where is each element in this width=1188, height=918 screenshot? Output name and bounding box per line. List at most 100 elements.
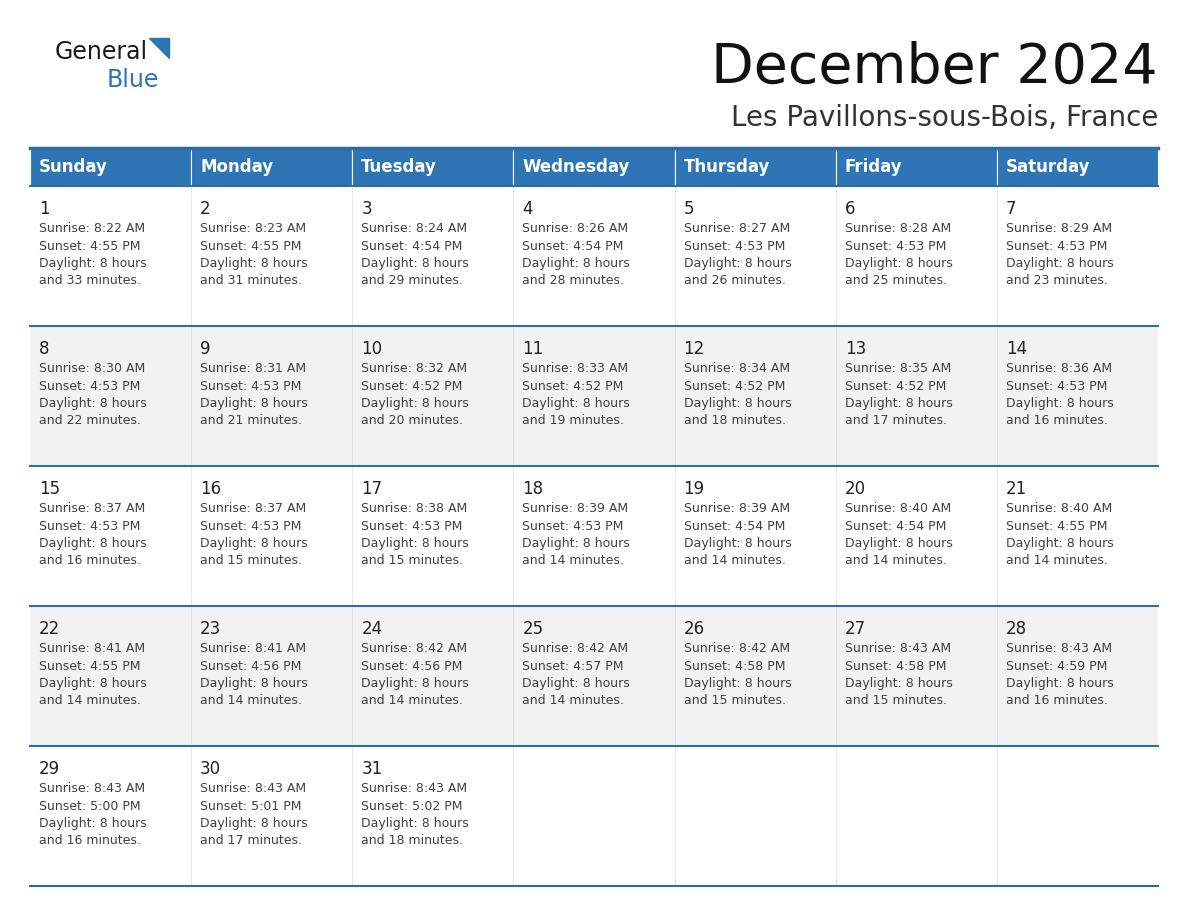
- Text: Blue: Blue: [107, 68, 159, 92]
- Text: 18: 18: [523, 480, 544, 498]
- Text: and 14 minutes.: and 14 minutes.: [1006, 554, 1107, 567]
- Text: 11: 11: [523, 340, 544, 358]
- Text: Sunset: 4:55 PM: Sunset: 4:55 PM: [39, 659, 140, 673]
- Text: 29: 29: [39, 760, 61, 778]
- Text: Sunrise: 8:39 AM: Sunrise: 8:39 AM: [523, 502, 628, 515]
- Text: Sunset: 4:56 PM: Sunset: 4:56 PM: [361, 659, 462, 673]
- Text: Sunrise: 8:38 AM: Sunrise: 8:38 AM: [361, 502, 468, 515]
- Text: Sunset: 4:54 PM: Sunset: 4:54 PM: [523, 240, 624, 252]
- Text: and 14 minutes.: and 14 minutes.: [523, 554, 625, 567]
- Bar: [191, 326, 353, 466]
- Bar: [835, 326, 997, 466]
- Text: 9: 9: [200, 340, 210, 358]
- Text: Sunset: 4:52 PM: Sunset: 4:52 PM: [845, 379, 946, 393]
- Bar: [30, 746, 191, 886]
- Text: and 20 minutes.: and 20 minutes.: [361, 415, 463, 428]
- Text: Daylight: 8 hours: Daylight: 8 hours: [200, 397, 308, 410]
- Text: Sunset: 4:53 PM: Sunset: 4:53 PM: [683, 240, 785, 252]
- Text: 16: 16: [200, 480, 221, 498]
- Bar: [353, 186, 513, 326]
- Text: and 23 minutes.: and 23 minutes.: [1006, 274, 1107, 287]
- Text: 27: 27: [845, 620, 866, 638]
- Text: Sunrise: 8:40 AM: Sunrise: 8:40 AM: [1006, 502, 1112, 515]
- Text: Sunset: 4:52 PM: Sunset: 4:52 PM: [523, 379, 624, 393]
- Bar: [835, 466, 997, 606]
- Bar: [675, 466, 835, 606]
- Text: Thursday: Thursday: [683, 158, 770, 176]
- Bar: [835, 148, 997, 186]
- Bar: [30, 186, 191, 326]
- Text: Daylight: 8 hours: Daylight: 8 hours: [845, 677, 953, 690]
- Text: and 26 minutes.: and 26 minutes.: [683, 274, 785, 287]
- Text: Sunset: 4:53 PM: Sunset: 4:53 PM: [200, 379, 302, 393]
- Text: 26: 26: [683, 620, 704, 638]
- Text: Sunrise: 8:43 AM: Sunrise: 8:43 AM: [200, 782, 307, 795]
- Text: Sunset: 4:58 PM: Sunset: 4:58 PM: [845, 659, 946, 673]
- Text: Sunset: 4:58 PM: Sunset: 4:58 PM: [683, 659, 785, 673]
- Bar: [997, 606, 1158, 746]
- Text: and 19 minutes.: and 19 minutes.: [523, 415, 625, 428]
- Text: Sunrise: 8:30 AM: Sunrise: 8:30 AM: [39, 362, 145, 375]
- Bar: [30, 326, 191, 466]
- Text: Sunrise: 8:42 AM: Sunrise: 8:42 AM: [683, 642, 790, 655]
- Text: Daylight: 8 hours: Daylight: 8 hours: [523, 257, 630, 270]
- Text: and 18 minutes.: and 18 minutes.: [683, 415, 785, 428]
- Text: Sunrise: 8:31 AM: Sunrise: 8:31 AM: [200, 362, 307, 375]
- Text: Sunset: 4:53 PM: Sunset: 4:53 PM: [523, 520, 624, 532]
- Text: and 16 minutes.: and 16 minutes.: [1006, 695, 1107, 708]
- Bar: [353, 326, 513, 466]
- Bar: [997, 466, 1158, 606]
- Bar: [30, 606, 191, 746]
- Bar: [675, 186, 835, 326]
- Text: Sunrise: 8:37 AM: Sunrise: 8:37 AM: [200, 502, 307, 515]
- Text: Sunrise: 8:43 AM: Sunrise: 8:43 AM: [39, 782, 145, 795]
- Text: 1: 1: [39, 200, 50, 218]
- Bar: [513, 606, 675, 746]
- Text: Daylight: 8 hours: Daylight: 8 hours: [361, 397, 469, 410]
- Text: Friday: Friday: [845, 158, 903, 176]
- Text: Sunrise: 8:37 AM: Sunrise: 8:37 AM: [39, 502, 145, 515]
- Bar: [835, 746, 997, 886]
- Text: Sunrise: 8:34 AM: Sunrise: 8:34 AM: [683, 362, 790, 375]
- Text: Sunrise: 8:36 AM: Sunrise: 8:36 AM: [1006, 362, 1112, 375]
- Text: 8: 8: [39, 340, 50, 358]
- Text: 14: 14: [1006, 340, 1026, 358]
- Text: and 14 minutes.: and 14 minutes.: [523, 695, 625, 708]
- Text: Daylight: 8 hours: Daylight: 8 hours: [523, 397, 630, 410]
- Text: 10: 10: [361, 340, 383, 358]
- Bar: [513, 746, 675, 886]
- Bar: [191, 466, 353, 606]
- Text: 25: 25: [523, 620, 544, 638]
- Text: Sunset: 4:53 PM: Sunset: 4:53 PM: [1006, 240, 1107, 252]
- Text: 12: 12: [683, 340, 704, 358]
- Text: 24: 24: [361, 620, 383, 638]
- Text: 2: 2: [200, 200, 210, 218]
- Text: and 15 minutes.: and 15 minutes.: [361, 554, 463, 567]
- Bar: [675, 148, 835, 186]
- Text: Sunrise: 8:41 AM: Sunrise: 8:41 AM: [39, 642, 145, 655]
- Text: 13: 13: [845, 340, 866, 358]
- Text: and 14 minutes.: and 14 minutes.: [39, 695, 141, 708]
- Text: December 2024: December 2024: [712, 41, 1158, 95]
- Bar: [353, 466, 513, 606]
- Bar: [835, 606, 997, 746]
- Bar: [353, 606, 513, 746]
- Text: and 15 minutes.: and 15 minutes.: [200, 554, 302, 567]
- Text: 4: 4: [523, 200, 533, 218]
- Text: 23: 23: [200, 620, 221, 638]
- Text: and 18 minutes.: and 18 minutes.: [361, 834, 463, 847]
- Text: Daylight: 8 hours: Daylight: 8 hours: [200, 817, 308, 830]
- Text: Tuesday: Tuesday: [361, 158, 437, 176]
- Text: Sunrise: 8:29 AM: Sunrise: 8:29 AM: [1006, 222, 1112, 235]
- Bar: [191, 606, 353, 746]
- Text: Sunrise: 8:42 AM: Sunrise: 8:42 AM: [523, 642, 628, 655]
- Text: and 29 minutes.: and 29 minutes.: [361, 274, 463, 287]
- Bar: [997, 186, 1158, 326]
- Text: Daylight: 8 hours: Daylight: 8 hours: [683, 257, 791, 270]
- Text: Sunset: 4:54 PM: Sunset: 4:54 PM: [361, 240, 462, 252]
- Text: Sunset: 4:59 PM: Sunset: 4:59 PM: [1006, 659, 1107, 673]
- Text: Sunrise: 8:43 AM: Sunrise: 8:43 AM: [845, 642, 950, 655]
- Text: and 31 minutes.: and 31 minutes.: [200, 274, 302, 287]
- Text: Sunset: 4:55 PM: Sunset: 4:55 PM: [39, 240, 140, 252]
- Text: 30: 30: [200, 760, 221, 778]
